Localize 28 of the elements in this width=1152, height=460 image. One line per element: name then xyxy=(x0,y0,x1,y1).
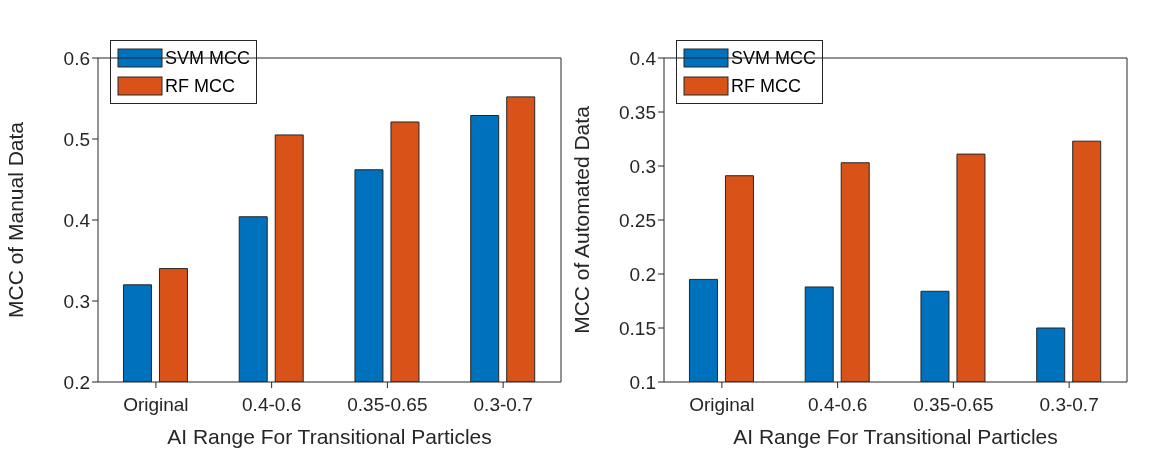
y-tick-label: 0.3 xyxy=(63,290,90,312)
y-tick-label: 0.3 xyxy=(629,155,656,177)
y-tick-label: 0.1 xyxy=(629,371,656,393)
legend-label: RF MCC xyxy=(731,75,801,97)
x-tick-label: 0.35-0.65 xyxy=(913,394,994,416)
legend-label: SVM MCC xyxy=(165,47,250,69)
y-tick-label: 0.35 xyxy=(619,101,656,123)
legend-label: RF MCC xyxy=(165,75,235,97)
y-tick-label: 0.4 xyxy=(629,47,657,69)
y-tick-label: 0.4 xyxy=(63,209,91,231)
x-tick-label: 0.35-0.65 xyxy=(347,394,428,416)
x-axis-title: AI Range For Transitional Particles xyxy=(167,425,492,448)
x-axis-title: AI Range For Transitional Particles xyxy=(733,425,1058,448)
y-tick-label: 0.15 xyxy=(619,317,656,339)
y-tick-label: 0.6 xyxy=(63,47,90,69)
x-tick-label: Original xyxy=(689,394,755,416)
y-tick-label: 0.2 xyxy=(63,371,90,393)
y-tick-label: 0.25 xyxy=(619,209,656,231)
y-tick-label: 0.5 xyxy=(63,128,90,150)
x-tick-label: 0.4-0.6 xyxy=(808,394,868,416)
y-tick-label: 0.2 xyxy=(629,263,656,285)
y-axis-title: MCC of Manual Data xyxy=(4,121,28,319)
y-axis-title: MCC of Automated Data xyxy=(570,105,594,334)
legend-label: SVM MCC xyxy=(731,47,816,69)
x-tick-label: 0.3-0.7 xyxy=(473,394,533,416)
x-tick-label: Original xyxy=(123,394,189,416)
x-tick-label: 0.3-0.7 xyxy=(1039,394,1099,416)
x-tick-label: 0.4-0.6 xyxy=(242,394,302,416)
